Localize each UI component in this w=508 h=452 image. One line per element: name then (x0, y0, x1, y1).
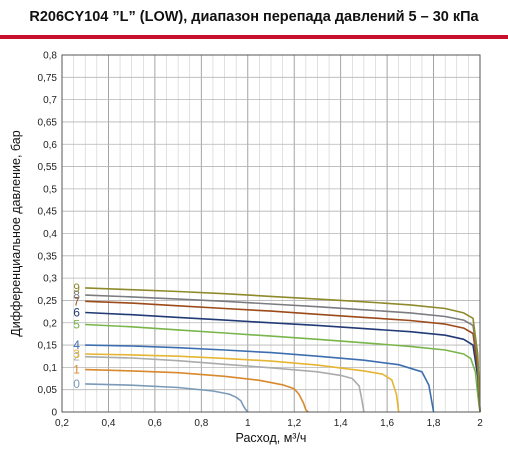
series-line-5 (85, 323, 481, 413)
x-tick-label: 1,4 (334, 418, 348, 429)
series-label-1: 1 (73, 363, 80, 377)
series-line-3 (85, 353, 400, 413)
y-tick-label: 0,8 (43, 51, 57, 62)
series-line-8 (85, 294, 481, 413)
series-label-9: 9 (73, 281, 80, 295)
plot-frame (61, 54, 481, 413)
series-line-7 (85, 300, 481, 413)
x-tick-label: 0,2 (55, 418, 69, 429)
series-line-2 (85, 355, 365, 413)
x-tick-label: 1,2 (287, 418, 301, 429)
x-tick-label: 2 (477, 418, 483, 429)
series-label-7: 7 (73, 294, 80, 308)
y-tick-label: 0,1 (43, 363, 57, 374)
y-tick-label: 0,65 (38, 117, 58, 128)
y-tick-label: 0 (51, 408, 57, 419)
y-tick-label: 0,25 (38, 296, 58, 307)
series-line-4 (85, 344, 435, 413)
y-tick-label: 0,4 (43, 229, 57, 240)
y-tick-label: 0,55 (38, 162, 58, 173)
x-tick-label: 0,8 (194, 418, 208, 429)
series-line-1 (85, 368, 309, 413)
y-axis-label: Дифференциальное давление, бар (9, 130, 23, 336)
series-curves (85, 287, 481, 413)
x-axis-label: Расход, м³/ч (236, 431, 307, 445)
y-tick-label: 0,3 (43, 274, 57, 285)
series-line-6 (85, 311, 481, 413)
x-tick-label: 1,8 (427, 418, 441, 429)
y-tick-label: 0,05 (38, 385, 58, 396)
series-label-8: 8 (73, 288, 80, 302)
title-divider (0, 35, 508, 39)
series-label-2: 2 (73, 350, 80, 364)
series-line-0 (85, 383, 249, 413)
y-tick-label: 0,35 (38, 251, 58, 262)
series-label-4: 4 (73, 338, 80, 352)
chart-title: R206CY104 ”L” (LOW), диапазон перепада д… (29, 9, 479, 25)
x-tick-label: 1 (245, 418, 251, 429)
series-line-9 (85, 287, 481, 413)
x-tick-label: 1,6 (380, 418, 394, 429)
x-tick-label: 0,4 (101, 418, 115, 429)
y-tick-label: 0,15 (38, 341, 58, 352)
series-label-0: 0 (73, 377, 80, 391)
axes: 0,2 0,4 0,6 0,8 1 1,2 1,4 1,6 1,8 2 0 0,05 0,1 0,15 0,… (38, 51, 484, 430)
y-tick-label: 0,6 (43, 140, 57, 151)
y-tick-label: 0,7 (43, 95, 57, 106)
series-label-5: 5 (73, 318, 80, 332)
x-tick-label: 0,6 (148, 418, 162, 429)
y-tick-label: 0,45 (38, 207, 58, 218)
y-tick-label: 0,75 (38, 73, 58, 84)
y-tick-label: 0,5 (43, 184, 57, 195)
series-label-3: 3 (73, 347, 80, 361)
series-label-6: 6 (73, 305, 80, 319)
y-tick-label: 0,2 (43, 318, 57, 329)
